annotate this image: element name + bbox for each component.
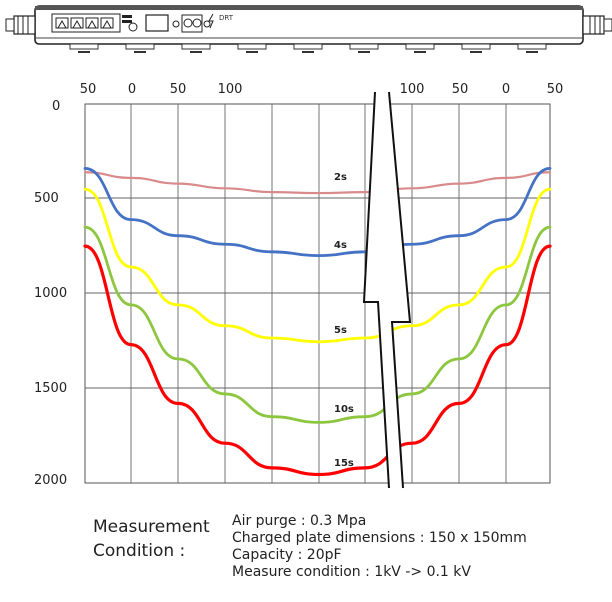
device-label: DRT <box>219 14 234 22</box>
x-tick-labels: 50 0 50 100 100 50 0 50 <box>80 82 564 97</box>
y-tick-label: 0 <box>52 99 60 114</box>
series-line-4s <box>83 167 552 258</box>
x-tick-label: 50 <box>170 82 187 97</box>
y-tick-label: 1500 <box>34 381 67 396</box>
port-icon <box>85 17 99 29</box>
measurement-condition-list: Air purge : 0.3 Mpa Charged plate dimens… <box>232 513 607 581</box>
connector-icon <box>172 14 211 33</box>
x-tick-label: 0 <box>128 82 136 97</box>
series-line-2s <box>83 171 552 195</box>
condition-title-line: Measurement <box>93 517 210 537</box>
series-labels: 2s 4s 5s 10s 15s <box>334 172 354 469</box>
end-cap-left <box>5 15 36 35</box>
condition-item: Capacity : 20pF <box>232 547 342 563</box>
break-line-left <box>362 91 390 489</box>
x-tick-label: 50 <box>547 82 564 97</box>
end-cap-right <box>582 15 612 35</box>
y-tick-label: 2000 <box>34 473 67 488</box>
chart-series <box>83 167 552 477</box>
series-label-2s: 2s <box>334 172 347 183</box>
port-icon <box>70 17 84 29</box>
break-line-right <box>388 91 412 489</box>
series-label-4s: 4s <box>334 240 347 251</box>
y-tick-label: 1000 <box>34 286 67 301</box>
series-label-5s: 5s <box>334 325 347 336</box>
condition-item: Measure condition : 1kV -> 0.1 kV <box>232 564 471 580</box>
ionizer-bar: DRT <box>5 5 612 53</box>
series-line-15s <box>83 244 552 477</box>
bar-top-edge <box>35 6 583 10</box>
x-tick-label: 0 <box>502 82 510 97</box>
condition-item: Air purge : 0.3 Mpa <box>232 513 367 529</box>
axis-break-marker <box>362 91 412 489</box>
series-label-15s: 15s <box>334 458 354 469</box>
x-tick-label: 50 <box>452 82 469 97</box>
x-tick-label: 100 <box>400 82 425 97</box>
bolt-icon <box>208 13 214 29</box>
emitter-nozzles <box>69 43 547 53</box>
condition-title-line: Condition : <box>93 541 186 561</box>
x-tick-label: 100 <box>218 82 243 97</box>
plot-frame <box>84 103 551 484</box>
port-icon <box>100 17 114 29</box>
led-icon <box>122 15 138 32</box>
chart-grid <box>84 103 551 484</box>
measurement-condition-title: Measurement Condition : <box>93 515 218 563</box>
series-line-10s <box>83 225 552 424</box>
series-label-10s: 10s <box>334 404 354 415</box>
y-tick-label: 500 <box>34 191 59 206</box>
condition-item: Charged plate dimensions : 150 x 150mm <box>232 530 527 546</box>
series-line-5s <box>83 187 552 344</box>
display-icon <box>145 14 169 32</box>
y-tick-labels: 0 500 1000 1500 2000 <box>34 99 67 488</box>
control-panel: DRT <box>51 13 234 33</box>
x-tick-label: 50 <box>80 82 97 97</box>
port-icon <box>55 17 69 29</box>
break-gap <box>364 92 410 488</box>
